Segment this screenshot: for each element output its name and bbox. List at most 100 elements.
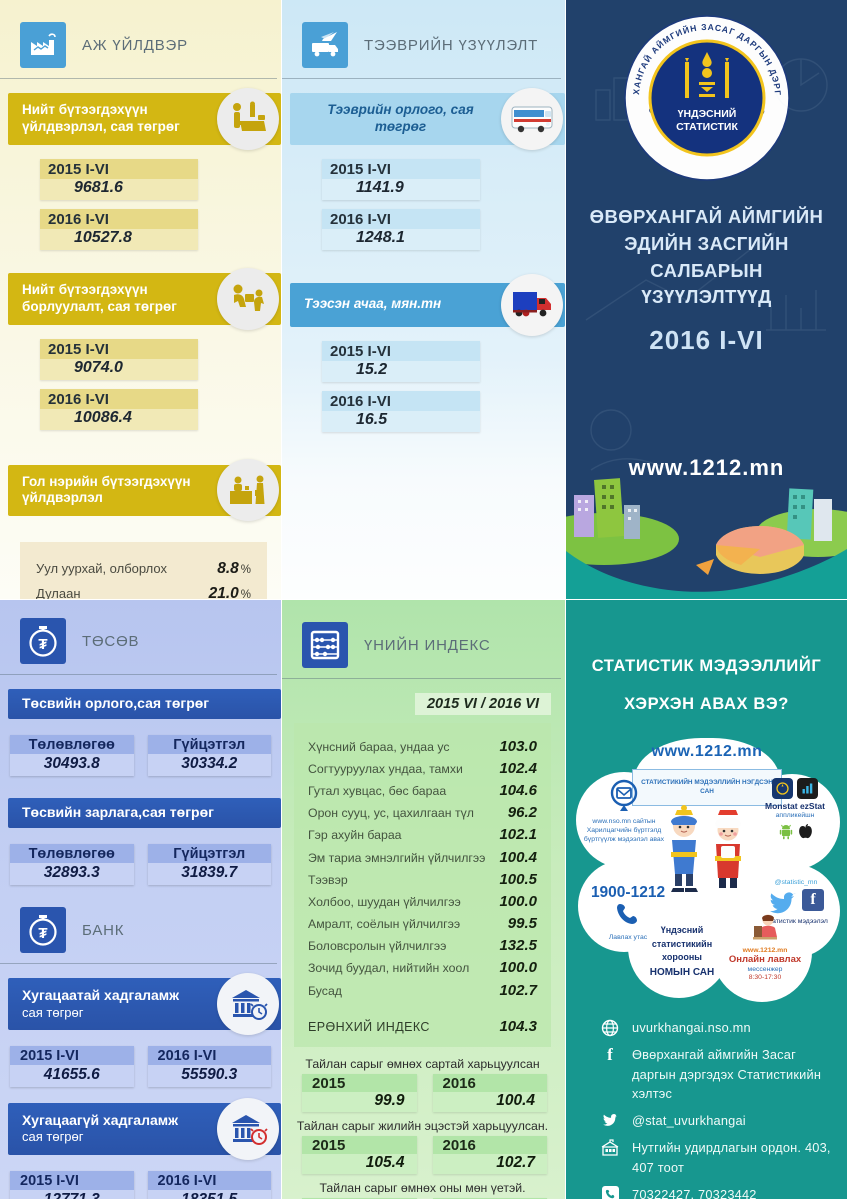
stat-chip: 2016 I-VI 16.5 (322, 390, 480, 432)
product-row: Уул уурхай, олборлох 8.8% (36, 559, 251, 577)
price-index-table: Хүнсний бараа, ундаа ус 103.0 Согтууруула… (294, 723, 551, 1048)
budget-title: ТӨСӨВ (82, 632, 140, 650)
handset-icon (617, 904, 637, 924)
facebook-icon: f (607, 1044, 613, 1064)
twitter-icon[interactable] (768, 889, 798, 915)
transport-title: ТЭЭВРИЙН ҮЗҮҮЛЭЛТ (364, 36, 539, 54)
transport-freight-bar: Тээсэн ачаа, мян.тн (290, 273, 565, 336)
contact-row-twitter: @stat_uvurkhangai (600, 1111, 833, 1131)
actual-chip: Гүйцэтгэл 31839.7 (147, 844, 271, 885)
stat-period: 2015 I-VI (322, 158, 480, 179)
price-index-period: 2015 VI / 2016 VI (414, 693, 551, 715)
emblem-line2: СТАТИСТИК (676, 121, 738, 133)
factory-icon (20, 22, 66, 68)
stat-chip: 2015 I-VI 41655.6 (10, 1045, 134, 1087)
bank-alarm-icon (217, 1097, 279, 1160)
panel-transport: ТЭЭВРИЙН ҮЗҮҮЛЭЛТ Тээврийн орлого, сая т… (282, 0, 565, 599)
industry-products-bar: Гол нэрийн бүтээгдэхүүн үйлдвэрлэл (8, 459, 281, 522)
budget-revenue-bar: Төсвийн орлого,сая төгрөг (8, 689, 281, 719)
stat-chip: 2015 I-VI 1141.9 (322, 158, 480, 200)
tugrik-stopwatch-icon: ₮ (20, 618, 66, 664)
stat-value: 10086.4 (40, 408, 198, 430)
index-row: Гутал хувцас, бөс бараа 104.6 (308, 781, 537, 799)
industry-sales-bar: Нийт бүтээгдэхүүн борлуулалт, сая төгрөг (8, 267, 281, 330)
stat-period: 2016 I-VI (40, 208, 198, 229)
emblem-line1: ҮНДЭСНИЙ (677, 107, 736, 120)
index-row: Боловсролын үйлчилгээ 132.5 (308, 937, 537, 955)
index-row: Зочид буудал, нийтийн хоол 100.0 (308, 959, 537, 977)
online-helpdesk-bubble: www.1212.mn Онлайн лавлах мессенжер 8:30… (718, 912, 812, 981)
transport-header: ТЭЭВРИЙН ҮЗҮҮЛЭЛТ (282, 0, 561, 79)
year-chip: 2015109.7 (302, 1198, 417, 1199)
bank-term-deposit-bar: Хугацаатай хадгаламж сая төгрөг (8, 972, 281, 1035)
budget-header: ₮ ТӨСӨВ (0, 600, 277, 675)
contact-row-address: Нутгийн удирдлагын ордон. 403, 407 тоот (600, 1138, 833, 1178)
block-label: Тээсэн ачаа, мян.тн (304, 296, 442, 312)
cover-title: ӨВӨРХАНГАЙ АЙМГИЙН ЭДИЙН ЗАСГИЙН САЛБАРЫ… (589, 206, 824, 308)
mail-pin-icon (610, 779, 638, 811)
facebook-icon[interactable]: f (802, 889, 824, 912)
year-chip: 2015 105.4 (302, 1136, 417, 1175)
tugrik-stopwatch-icon: ₮ (20, 907, 66, 953)
budget-expense-values: Төлөвлөгөө 32893.3 Гүйцэтгэл 31839.7 (0, 836, 281, 891)
index-row: Орон сууц, ус, цахилгаан түл 96.2 (308, 804, 537, 822)
price-index-header: ҮНИЙН ИНДЕКС (282, 600, 561, 679)
product-row: Дулаан 21.0% (36, 584, 251, 599)
stat-value: 10527.8 (40, 228, 198, 250)
index-row: Хүнсний бараа, ундаа ус 103.0 (308, 737, 537, 755)
stat-chip: 2016 I-VI 55590.3 (147, 1045, 271, 1087)
abacus-icon (302, 622, 348, 668)
cover-url[interactable]: www.1212.mn (628, 455, 785, 480)
cargo-truck-icon (501, 273, 563, 336)
panel-contact: СТАТИСТИК МЭДЭЭЛЛИЙГ ХЭРХЭН АВАХ ВЭ? www… (566, 600, 847, 1199)
budget-expense-bar: Төсвийн зарлага,сая төгрөг (8, 798, 281, 828)
stat-chip: 2015 I-VI 12771.3 (10, 1170, 134, 1199)
monstat-app-icon[interactable] (772, 778, 793, 799)
panel-price-index: ҮНИЙН ИНДЕКС 2015 VI / 2016 VI Хүнсний б… (282, 600, 565, 1199)
info-cloud: www.1212.mn СТАТИСТИКИЙН МЭДЭЭЛЛИЙН НЭГД… (576, 738, 840, 1006)
comparison-month: Тайлан сарыг өмнөх сартай харьцуулсан 20… (294, 1057, 551, 1116)
building-icon (600, 1138, 620, 1156)
cover-period: 2016 I-VI (649, 325, 764, 356)
block-label: Гол нэрийн бүтээгдэхүүн үйлдвэрлэл (22, 473, 191, 506)
plan-chip: Төлөвлөгөө 32893.3 (10, 844, 134, 885)
block-label: Нийт бүтээгдэхүүн үйлдвэрлэл, сая төгрөг (22, 102, 180, 134)
stat-chip: 2015 I-VI 9681.6 (40, 158, 198, 200)
transport-freight-values: 2015 I-VI 15.2 2016 I-VI 16.5 (282, 335, 565, 445)
apps-bubble: Monstat ezStat аппликейшн (752, 778, 838, 840)
stat-period: 2016 I-VI (322, 208, 480, 229)
index-row: Согтууруулах ундаа, тамхи 102.4 (308, 759, 537, 777)
sales-handover-icon (217, 267, 279, 330)
industry-sales-values: 2015 I-VI 9074.0 2016 I-VI 10086.4 (0, 333, 281, 443)
library-bubble: Үндэсний статистикийн хорооны НОМЫН САН (649, 925, 715, 978)
plan-chip: Төлөвлөгөө 30493.8 (10, 735, 134, 776)
year-chip: 2015 99.9 (302, 1074, 417, 1113)
index-row: Гэр ахуйн бараа 102.1 (308, 826, 537, 844)
index-row: Амралт, соёлын үйлчилгээ 99.5 (308, 915, 537, 933)
block-label: Нийт бүтээгдэхүүн борлуулалт, сая төгрөг (22, 281, 177, 314)
contact-list: uvurkhangai.nso.mn f Өвөрхангай аймгийн … (600, 1018, 833, 1199)
register-bubble: www.nso.mn сайтын Харилцагчийн бүртгэлд … (578, 778, 670, 845)
portal-url[interactable]: www.1212.mn (651, 743, 763, 760)
android-icon (779, 824, 792, 840)
bus-icon (501, 87, 563, 150)
contact-row-facebook: f Өвөрхангай аймгийн Засаг даргын дэргэд… (600, 1045, 833, 1104)
bank-header: ₮ БАНК (0, 897, 277, 964)
contact-panel-title: СТАТИСТИК МЭДЭЭЛЛИЙГ ХЭРХЭН АВАХ ВЭ? (591, 657, 822, 713)
panel-budget-bank: ₮ ТӨСӨВ Төсвийн орлого,сая төгрөг Төлөвл… (0, 600, 281, 1199)
comparison-year-end: Тайлан сарыг жилийн эцэстэй харьцуулсан.… (294, 1119, 551, 1178)
stat-chip: 2015 I-VI 15.2 (322, 340, 480, 382)
bank-clock-icon (217, 972, 279, 1035)
stat-value: 15.2 (322, 360, 480, 382)
index-row: Тээвэр 100.5 (308, 870, 537, 888)
stat-value: 16.5 (322, 410, 480, 432)
chalk-doodles (585, 58, 828, 476)
contact-row-web: uvurkhangai.nso.mn (600, 1018, 833, 1038)
bank-term-deposit-values: 2015 I-VI 41655.6 2016 I-VI 55590.3 (0, 1038, 281, 1093)
transport-revenue-values: 2015 I-VI 1141.9 2016 I-VI 1248.1 (282, 153, 565, 263)
social-bubble: @statistic_mn f Статистик мэдээлэл (764, 879, 828, 926)
ezstat-app-icon[interactable] (797, 778, 818, 799)
bank-demand-deposit-values: 2015 I-VI 12771.3 2016 I-VI 18351.5 (0, 1163, 281, 1199)
bank-demand-deposit-bar: Хугацаагүй хадгаламж сая төгрөг (8, 1097, 281, 1160)
panel-industry: АЖ ҮЙЛДВЭР Нийт бүтээгдэхүүн үйлдвэрлэл,… (0, 0, 281, 599)
